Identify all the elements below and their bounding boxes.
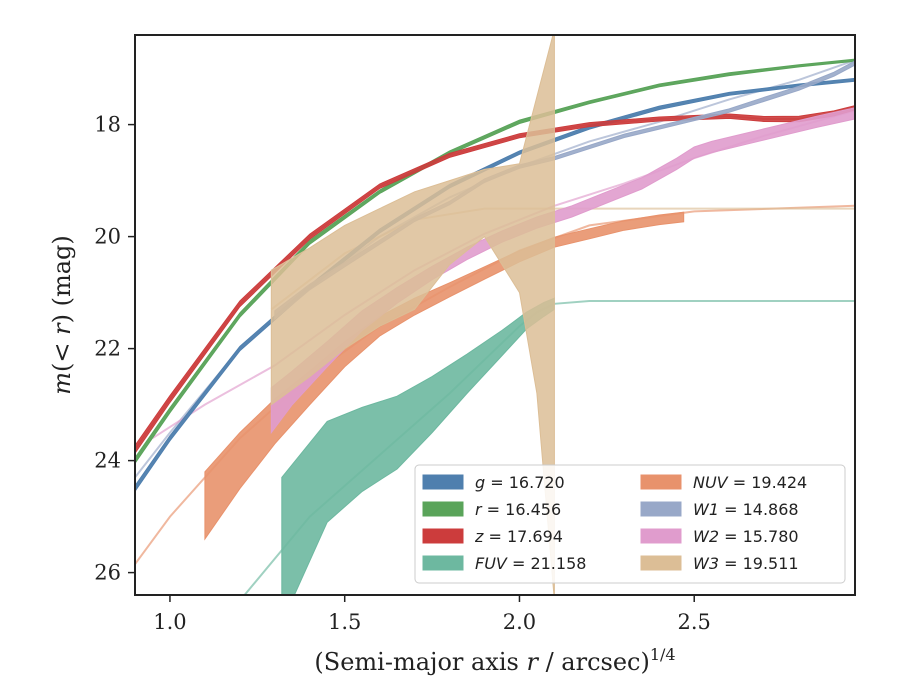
legend-label: FUV = 21.158 xyxy=(475,554,586,573)
y-tick-label: 20 xyxy=(94,225,121,249)
legend-label: g = 16.720 xyxy=(475,473,565,492)
legend-entry-fuv: FUV = 21.158 xyxy=(422,554,586,573)
band-z xyxy=(135,105,855,455)
legend: g = 16.720 r = 16.456 z = 17.694 FUV = 21.1… xyxy=(414,464,846,584)
legend-swatch xyxy=(422,528,464,544)
x-tick-label: 1.0 xyxy=(153,610,186,634)
legend-label: NUV = 19.424 xyxy=(693,473,807,492)
legend-swatch xyxy=(422,501,464,517)
legend-entry-nuv: NUV = 19.424 xyxy=(640,473,807,492)
legend-swatch xyxy=(640,555,682,571)
y-axis: 18 20 22 24 26 xyxy=(94,113,135,585)
legend-swatch xyxy=(422,474,464,490)
legend-label: z = 17.694 xyxy=(474,527,563,546)
legend-entry-g: g = 16.720 xyxy=(422,473,565,492)
legend-entry-w3: W3 = 19.511 xyxy=(640,554,799,573)
legend-swatch xyxy=(422,555,464,571)
x-tick-label: 1.5 xyxy=(328,610,361,634)
legend-swatch xyxy=(640,501,682,517)
legend-entry-r: r = 16.456 xyxy=(422,500,561,519)
legend-entry-z: z = 17.694 xyxy=(422,527,563,546)
y-tick-label: 26 xyxy=(94,561,121,585)
plot-frame xyxy=(134,34,856,596)
legend-swatch xyxy=(640,474,682,490)
legend-label: W3 = 19.511 xyxy=(693,554,799,573)
band-r xyxy=(135,58,855,465)
x-tick-label: 2.0 xyxy=(503,610,536,634)
y-tick-label: 24 xyxy=(94,449,121,473)
y-tick-label: 22 xyxy=(94,337,121,361)
legend-box xyxy=(414,464,846,584)
legend-swatch xyxy=(640,528,682,544)
legend-label: W2 = 15.780 xyxy=(693,527,799,546)
legend-entry-w2: W2 = 15.780 xyxy=(640,527,799,546)
measured-bands xyxy=(135,35,855,595)
x-tick-label: 2.5 xyxy=(678,610,711,634)
legend-entry-w1: W1 = 14.868 xyxy=(640,500,799,519)
y-axis-label: m(< r) (mag) xyxy=(48,235,76,395)
y-tick-label: 18 xyxy=(94,113,121,137)
legend-label: r = 16.456 xyxy=(475,500,561,519)
x-axis-label: (Semi-major axis r / arcsec)1/4 xyxy=(314,645,675,676)
legend-label: W1 = 14.868 xyxy=(693,500,799,519)
band-w3 xyxy=(270,35,555,595)
x-axis: 1.0 1.5 2.0 2.5 xyxy=(153,595,711,634)
